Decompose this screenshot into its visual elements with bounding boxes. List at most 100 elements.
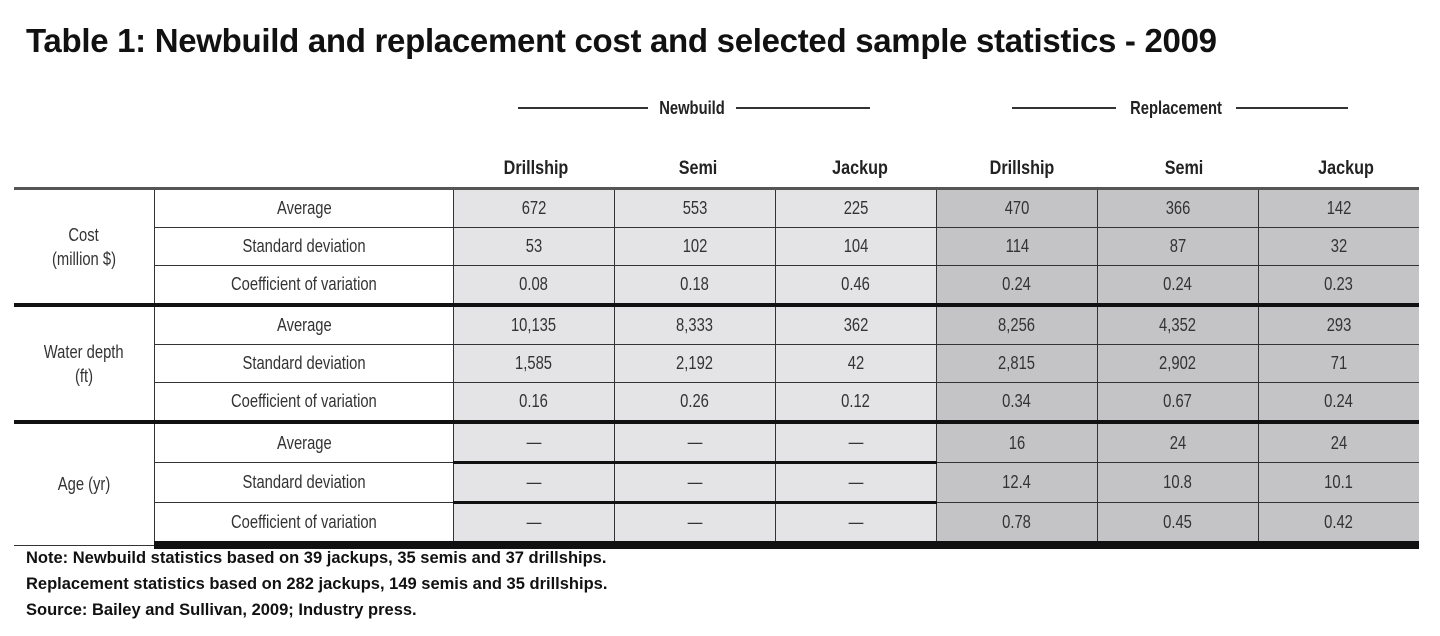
divider — [1236, 107, 1349, 109]
category-label: Water depth — [44, 341, 124, 362]
category-label: Cost — [68, 224, 100, 245]
table-row: Standard deviation 1,585 2,192 42 2,815 … — [14, 344, 1419, 383]
stat-label: Coefficient of variation — [154, 265, 454, 306]
value-cell: 0.46 — [775, 265, 937, 306]
stat-label: Standard deviation — [154, 462, 454, 503]
col-header: Jackup — [832, 158, 888, 179]
value-cell: — — [614, 420, 776, 463]
value-cell: 10.1 — [1258, 462, 1419, 503]
value-cell: — — [775, 461, 937, 503]
group-header-replacement: Replacement — [1012, 96, 1349, 120]
col-header: Semi — [1164, 158, 1204, 179]
table-row: Coefficient of variation 0.16 0.26 0.12 … — [14, 382, 1419, 423]
value-cell: — — [775, 501, 937, 549]
value-cell: 0.16 — [453, 382, 615, 423]
stat-label: Coefficient of variation — [154, 502, 454, 549]
value-cell: 12.4 — [936, 462, 1098, 503]
value-cell: 71 — [1258, 344, 1419, 383]
col-header: Semi — [678, 158, 718, 179]
value-cell: 24 — [1097, 420, 1259, 463]
divider — [736, 107, 870, 109]
stat-label: Average — [154, 187, 454, 228]
value-cell: 8,333 — [614, 303, 776, 345]
divider — [518, 107, 648, 109]
value-cell: — — [614, 501, 776, 549]
value-cell: 2,192 — [614, 344, 776, 383]
value-cell: 553 — [614, 187, 776, 228]
column-headers: Drillship Semi Jackup Drillship Semi Jac… — [455, 158, 1427, 180]
value-cell: 102 — [614, 227, 776, 266]
value-cell: 293 — [1258, 303, 1419, 345]
value-cell: — — [614, 461, 776, 503]
note-replacement: Replacement statistics based on 282 jack… — [26, 575, 608, 593]
value-cell: 470 — [936, 187, 1098, 228]
value-cell: 53 — [453, 227, 615, 266]
value-cell: 32 — [1258, 227, 1419, 266]
value-cell: 2,902 — [1097, 344, 1259, 383]
stat-label: Average — [154, 303, 454, 345]
value-cell: 0.23 — [1258, 265, 1419, 306]
value-cell: 16 — [936, 420, 1098, 463]
group-header-newbuild: Newbuild — [518, 96, 870, 120]
col-header: Drillship — [503, 158, 569, 179]
value-cell: 0.42 — [1258, 502, 1419, 549]
value-cell: 87 — [1097, 227, 1259, 266]
value-cell: 0.08 — [453, 265, 615, 306]
value-cell: 672 — [453, 187, 615, 228]
col-header: Jackup — [1318, 158, 1374, 179]
value-cell: 0.45 — [1097, 502, 1259, 549]
note-source: Source: Bailey and Sullivan, 2009; Indus… — [26, 601, 417, 619]
group-label-replacement: Replacement — [1130, 97, 1222, 118]
value-cell: 42 — [775, 344, 937, 383]
category-unit: (ft) — [74, 365, 94, 386]
value-cell: 0.26 — [614, 382, 776, 423]
table-notes: Note: Newbuild statistics based on 39 ja… — [26, 545, 607, 623]
value-cell: 142 — [1258, 187, 1419, 228]
stat-label: Average — [154, 420, 454, 463]
value-cell: 0.34 — [936, 382, 1098, 423]
value-cell: — — [775, 420, 937, 463]
divider — [1012, 107, 1116, 109]
value-cell: 0.24 — [1258, 382, 1419, 423]
table-row: Water depth (ft) Average 10,135 8,333 36… — [14, 303, 1419, 423]
value-cell: 1,585 — [453, 344, 615, 383]
value-cell: 0.18 — [614, 265, 776, 306]
stat-label: Coefficient of variation — [154, 382, 454, 423]
table-row: Standard deviation 53 102 104 114 87 32 — [14, 227, 1419, 266]
value-cell: — — [453, 420, 615, 463]
value-cell: 0.78 — [936, 502, 1098, 549]
note-newbuild: Note: Newbuild statistics based on 39 ja… — [26, 549, 607, 567]
stat-label: Standard deviation — [154, 227, 454, 266]
table-row: Coefficient of variation 0.08 0.18 0.46 … — [14, 265, 1419, 306]
value-cell: 2,815 — [936, 344, 1098, 383]
col-header: Drillship — [989, 158, 1055, 179]
value-cell: 10,135 — [453, 303, 615, 345]
value-cell: 0.24 — [936, 265, 1098, 306]
table-title: Table 1: Newbuild and replacement cost a… — [26, 22, 1217, 59]
value-cell: 366 — [1097, 187, 1259, 228]
value-cell: 0.24 — [1097, 265, 1259, 306]
value-cell: 225 — [775, 187, 937, 228]
category-label: Age (yr) — [57, 474, 111, 495]
statistics-table: Cost (million $) Average 672 553 225 470… — [14, 187, 1419, 549]
category-cell-cost: Cost (million $) — [14, 187, 155, 306]
table-row: Coefficient of variation — — — 0.78 0.45… — [14, 501, 1419, 549]
value-cell: 4,352 — [1097, 303, 1259, 345]
value-cell: 104 — [775, 227, 937, 266]
category-cell-age: Age (yr) — [14, 420, 155, 546]
value-cell: 0.67 — [1097, 382, 1259, 423]
table-row: Cost (million $) Average 672 553 225 470… — [14, 187, 1419, 306]
value-cell: 114 — [936, 227, 1098, 266]
group-label-newbuild: Newbuild — [659, 97, 725, 118]
table-row: Standard deviation — — — 12.4 10.8 10.1 — [14, 461, 1419, 503]
value-cell: 10.8 — [1097, 462, 1259, 503]
value-cell: 0.12 — [775, 382, 937, 423]
stat-label: Standard deviation — [154, 344, 454, 383]
category-cell-water-depth: Water depth (ft) — [14, 303, 155, 423]
value-cell: 8,256 — [936, 303, 1098, 345]
value-cell: — — [453, 501, 615, 549]
table-row: Age (yr) Average — — — 16 24 24 — [14, 420, 1419, 546]
value-cell: 362 — [775, 303, 937, 345]
value-cell: — — [453, 461, 615, 503]
value-cell: 24 — [1258, 420, 1419, 463]
